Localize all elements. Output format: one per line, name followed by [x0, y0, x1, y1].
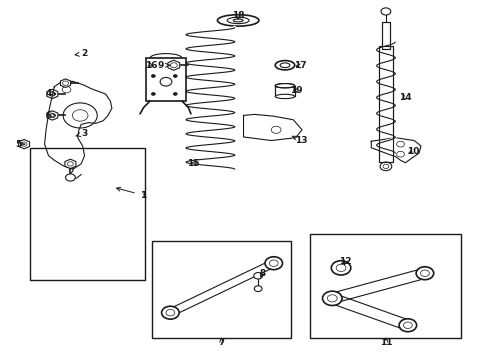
Bar	[381, 22, 389, 49]
Polygon shape	[329, 269, 427, 303]
Text: 2: 2	[75, 49, 87, 58]
Text: 5: 5	[15, 140, 24, 149]
Text: 17: 17	[294, 62, 306, 71]
Bar	[152, 241, 290, 338]
Polygon shape	[328, 294, 410, 330]
Polygon shape	[44, 81, 112, 169]
Ellipse shape	[275, 84, 294, 88]
Ellipse shape	[217, 15, 258, 26]
Polygon shape	[243, 114, 302, 140]
Circle shape	[173, 93, 177, 95]
Ellipse shape	[275, 60, 294, 70]
Circle shape	[151, 75, 155, 77]
Text: 11: 11	[379, 338, 391, 347]
Circle shape	[415, 267, 433, 280]
Text: 19: 19	[290, 86, 303, 95]
Bar	[378, 45, 392, 162]
Circle shape	[380, 8, 390, 15]
Bar	[146, 58, 185, 101]
Text: 4: 4	[45, 89, 56, 98]
Bar	[275, 86, 294, 96]
Circle shape	[253, 273, 262, 279]
Circle shape	[151, 93, 155, 95]
Polygon shape	[167, 260, 276, 316]
Text: 1: 1	[116, 187, 146, 199]
Text: 13: 13	[292, 136, 307, 145]
Circle shape	[65, 174, 75, 181]
Circle shape	[161, 306, 179, 319]
Circle shape	[173, 75, 177, 77]
Text: 3: 3	[76, 129, 87, 138]
Text: 8: 8	[259, 269, 265, 278]
Text: 14: 14	[398, 93, 410, 102]
Text: 12: 12	[339, 257, 351, 266]
Bar	[378, 45, 392, 162]
Circle shape	[322, 291, 341, 306]
Text: 15: 15	[187, 159, 200, 168]
Bar	[310, 234, 461, 338]
Bar	[381, 22, 389, 49]
Bar	[30, 148, 144, 280]
Text: 6: 6	[45, 111, 56, 120]
Ellipse shape	[275, 94, 294, 99]
Circle shape	[398, 319, 416, 332]
Text: 9: 9	[158, 61, 169, 70]
Circle shape	[254, 286, 262, 292]
Text: 16: 16	[144, 61, 157, 70]
Text: 18: 18	[231, 10, 244, 19]
Circle shape	[330, 261, 350, 275]
Text: 7: 7	[218, 338, 224, 347]
Circle shape	[379, 162, 391, 171]
Circle shape	[264, 257, 282, 270]
Text: 10: 10	[406, 147, 418, 156]
Polygon shape	[370, 138, 420, 163]
